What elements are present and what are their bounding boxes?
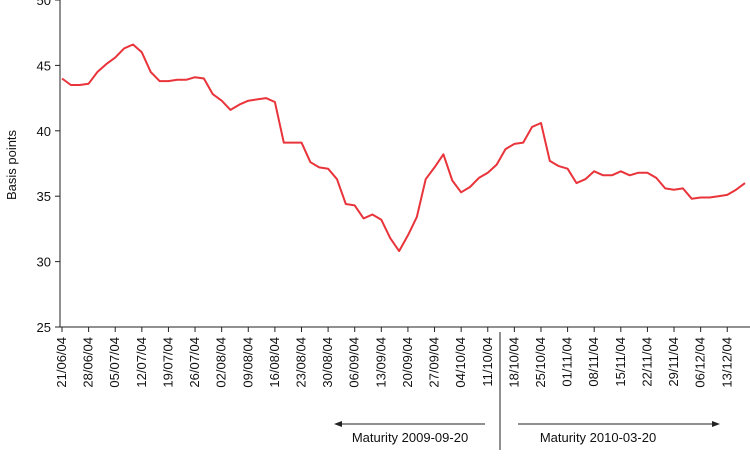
x-tick-label: 26/07/04 [187,337,202,388]
x-tick-label: 16/08/04 [267,337,282,388]
x-tick-label: 19/07/04 [160,337,175,388]
y-axis-label: Basis points [4,129,19,200]
y-tick-label: 25 [37,320,51,335]
x-tick-label: 30/08/04 [320,337,335,388]
x-tick-label: 05/07/04 [107,337,122,388]
x-tick-label: 11/10/04 [480,337,495,387]
annotation: Maturity 2009-09-20 [352,430,468,445]
x-tick-label: 18/10/04 [506,337,521,388]
x-tick-label: 20/09/04 [400,337,415,388]
x-tick-label: 23/08/04 [293,337,308,388]
x-tick-label: 06/09/04 [347,337,362,388]
x-tick-label: 25/10/04 [533,337,548,388]
y-tick-label: 30 [37,255,51,270]
annotation: Maturity 2010-03-20 [540,430,656,445]
x-tick-label: 15/11/04 [613,337,628,387]
y-tick-label: 50 [37,0,51,8]
x-tick-label: 21/06/04 [54,337,69,388]
x-tick-label: 27/09/04 [427,337,442,388]
x-tick-label: 22/11/04 [639,337,654,387]
y-tick-label: 35 [37,189,51,204]
x-tick-label: 06/12/04 [693,337,708,388]
x-tick-label: 12/07/04 [134,337,149,388]
x-tick-label: 28/06/04 [81,337,96,388]
x-tick-label: 13/12/04 [719,337,734,388]
line [61,43,746,253]
x-tick-label: 09/08/04 [240,337,255,388]
x-tick-label: 02/08/04 [214,337,229,388]
x-tick-label: 08/11/04 [586,337,601,387]
arrow-head [334,421,342,427]
x-tick-label: 04/10/04 [453,337,468,388]
x-tick-label: 29/11/04 [666,337,681,387]
x-tick-label: 01/11/04 [560,337,575,387]
y-tick-label: 40 [37,124,51,139]
y-tick-label: 45 [37,58,51,73]
x-tick-label: 13/09/04 [373,337,388,388]
arrow-head [712,421,720,427]
